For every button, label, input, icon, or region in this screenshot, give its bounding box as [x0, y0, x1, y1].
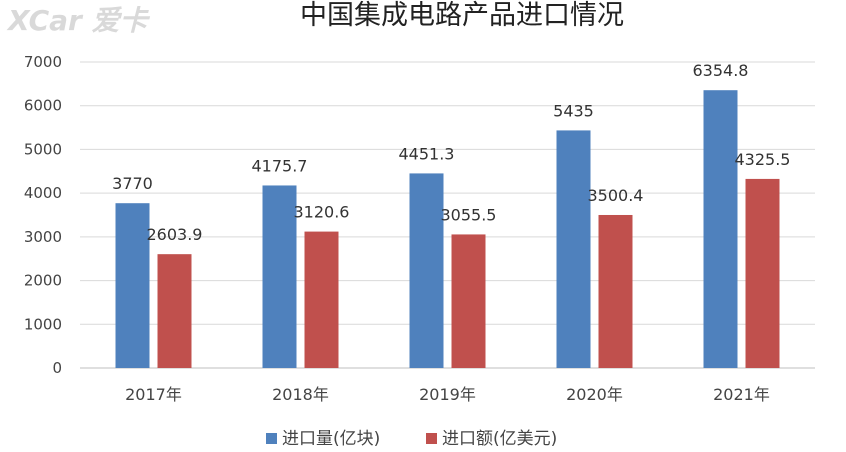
data-label: 3500.4 — [588, 186, 644, 205]
x-tick-label: 2021年 — [713, 385, 770, 404]
data-label: 4451.3 — [399, 144, 455, 163]
x-axis: 2017年 2018年 2019年 2020年 2021年 — [125, 385, 770, 404]
watermark-text: XCar 爱卡 — [6, 4, 151, 37]
y-tick-label: 1000 — [24, 315, 62, 333]
y-tick-label: 0 — [52, 359, 62, 377]
x-tick-label: 2017年 — [125, 385, 182, 404]
bar — [157, 254, 192, 368]
watermark-logo: XCar 爱卡 — [6, 4, 151, 37]
data-label: 6354.8 — [693, 61, 749, 80]
legend-label: 进口额(亿美元) — [442, 429, 557, 449]
y-tick-label: 5000 — [24, 140, 62, 158]
gridlines — [80, 61, 815, 369]
x-tick-label: 2019年 — [419, 385, 476, 404]
y-axis: 0 1000 2000 3000 4000 5000 6000 7000 — [24, 53, 62, 377]
bar — [451, 234, 486, 368]
bar — [598, 214, 633, 368]
bars — [115, 90, 780, 368]
chart-title: 中国集成电路产品进口情况 — [300, 0, 624, 31]
y-tick-label: 6000 — [24, 97, 62, 115]
bar — [115, 203, 150, 368]
bar — [556, 130, 591, 368]
data-label: 3120.6 — [294, 203, 350, 222]
bar — [703, 90, 738, 368]
data-label: 5435 — [553, 101, 594, 120]
y-tick-label: 2000 — [24, 272, 62, 290]
bar — [262, 185, 297, 368]
legend: 进口量(亿块) 进口额(亿美元) — [266, 429, 557, 449]
data-label: 4175.7 — [252, 156, 308, 175]
x-tick-label: 2018年 — [272, 385, 329, 404]
data-label: 3770 — [112, 174, 153, 193]
data-labels: 3770 2603.9 4175.7 3120.6 4451.3 3055.5 5435 35… — [112, 61, 790, 244]
bar — [409, 173, 444, 368]
y-tick-label: 3000 — [24, 228, 62, 246]
data-label: 4325.5 — [735, 150, 791, 169]
bar — [304, 231, 339, 368]
legend-swatch — [426, 433, 437, 444]
x-tick-label: 2020年 — [566, 385, 623, 404]
y-tick-label: 7000 — [24, 53, 62, 71]
bar — [745, 178, 780, 368]
legend-label: 进口量(亿块) — [282, 429, 380, 449]
legend-swatch — [266, 433, 277, 444]
data-label: 3055.5 — [441, 205, 497, 224]
y-tick-label: 4000 — [24, 184, 62, 202]
data-label: 2603.9 — [147, 225, 203, 244]
